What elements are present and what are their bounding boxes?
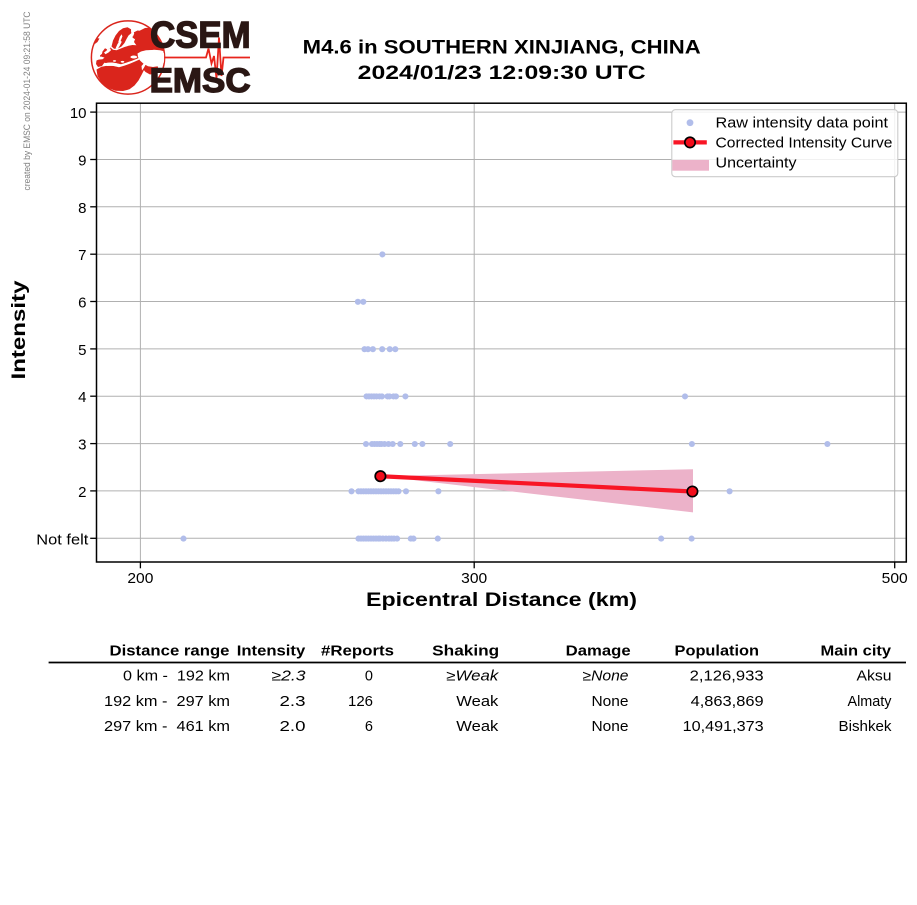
svg-text:Uncertainty: Uncertainty	[716, 155, 798, 171]
svg-text:None: None	[592, 694, 629, 710]
svg-text:7: 7	[78, 247, 86, 264]
svg-text:3: 3	[78, 437, 86, 454]
svg-text:192 km - 297 km: 192 km - 297 km	[104, 694, 230, 710]
svg-text:2,126,933: 2,126,933	[690, 669, 764, 685]
svg-text:Population: Population	[675, 644, 760, 660]
svg-text:500: 500	[882, 570, 908, 587]
svg-text:297 km - 461 km: 297 km - 461 km	[104, 719, 230, 735]
svg-text:#Reports: #Reports	[321, 644, 394, 660]
svg-text:CSEM: CSEM	[150, 14, 251, 55]
svg-text:Weak: Weak	[456, 719, 499, 735]
svg-text:10: 10	[70, 105, 87, 122]
svg-text:Almaty: Almaty	[848, 694, 893, 710]
svg-text:Damage: Damage	[566, 644, 631, 660]
svg-text:Distance range: Distance range	[110, 644, 230, 660]
svg-text:Intensity: Intensity	[237, 644, 306, 660]
svg-text:Not felt: Not felt	[36, 531, 89, 548]
svg-text:Aksu: Aksu	[857, 669, 892, 685]
svg-text:9: 9	[78, 153, 86, 170]
svg-text:Main city: Main city	[821, 644, 892, 660]
svg-text:2.3: 2.3	[280, 694, 306, 710]
svg-text:Raw intensity data point: Raw intensity data point	[716, 116, 889, 132]
svg-text:126: 126	[348, 694, 373, 710]
svg-text:M4.6 in SOUTHERN XINJIANG, CHI: M4.6 in SOUTHERN XINJIANG, CHINA	[303, 38, 701, 59]
svg-text:Weak: Weak	[456, 694, 499, 710]
svg-text:2024/01/23 12:09:30 UTC: 2024/01/23 12:09:30 UTC	[358, 63, 646, 84]
svg-text:4: 4	[78, 389, 86, 406]
svg-text:6: 6	[365, 719, 373, 735]
svg-text:Shaking: Shaking	[432, 644, 499, 660]
svg-text:Bishkek: Bishkek	[839, 719, 893, 735]
svg-text:10,491,373: 10,491,373	[683, 719, 764, 735]
svg-text:4,863,869: 4,863,869	[691, 694, 764, 710]
svg-text:Epicentral Distance (km): Epicentral Distance (km)	[366, 589, 637, 611]
svg-text:≥None: ≥None	[583, 669, 629, 685]
svg-text:≥Weak: ≥Weak	[446, 669, 499, 685]
svg-text:5: 5	[78, 342, 86, 359]
svg-text:2.0: 2.0	[280, 719, 306, 735]
svg-text:Corrected Intensity Curve: Corrected Intensity Curve	[716, 135, 893, 151]
svg-text:created by EMSC on 2024-01-24: created by EMSC on 2024-01-24 09:21:58 U…	[22, 11, 32, 190]
svg-text:8: 8	[78, 200, 86, 217]
svg-text:0 km - 192 km: 0 km - 192 km	[123, 669, 230, 685]
svg-text:300: 300	[461, 570, 487, 587]
svg-text:0: 0	[365, 669, 373, 685]
svg-text:6: 6	[78, 295, 86, 312]
svg-text:None: None	[592, 719, 629, 735]
svg-text:200: 200	[127, 570, 153, 587]
svg-text:≥2.3: ≥2.3	[272, 669, 306, 685]
svg-text:EMSC: EMSC	[150, 62, 251, 100]
svg-text:2: 2	[78, 484, 86, 501]
svg-text:Intensity: Intensity	[8, 280, 30, 379]
